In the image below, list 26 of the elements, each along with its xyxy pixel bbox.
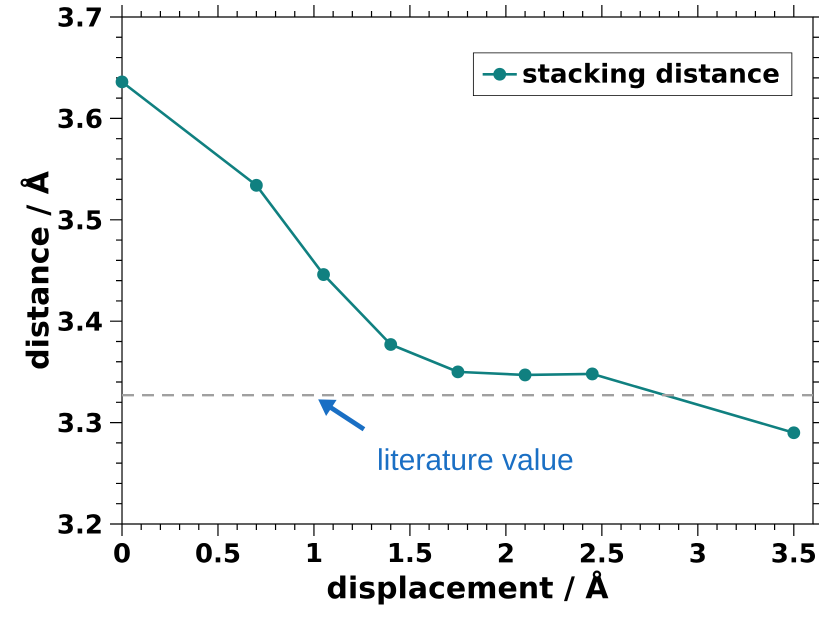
point <box>452 365 464 378</box>
point <box>586 368 599 380</box>
x-tick-label: 0 <box>114 543 130 563</box>
x-tick-label: 2 <box>498 543 513 562</box>
legend-label: stacking distance <box>523 62 779 88</box>
point <box>384 338 398 351</box>
point <box>787 426 800 440</box>
x-tick-label: 0.5 <box>196 543 240 563</box>
point <box>116 76 128 88</box>
point <box>317 268 330 281</box>
y-tick-label: 3.7 <box>58 7 101 27</box>
y-tick-label: 3.6 <box>58 108 102 128</box>
y-tick-label: 3.5 <box>58 210 102 230</box>
x-tick-label: 1 <box>308 543 322 562</box>
x-tick-label: 3 <box>690 543 705 563</box>
x-tick-label: 3.5 <box>772 543 816 563</box>
point <box>518 368 532 382</box>
y-tick-label: 3.2 <box>58 514 101 534</box>
x-tick-label: 1.5 <box>390 543 432 562</box>
y-tick-label: 3.3 <box>58 412 101 432</box>
y-axis-title: distance / Å <box>20 171 52 369</box>
annotation: literature value <box>379 448 572 470</box>
x-axis-title: displacement / Å <box>328 570 608 605</box>
x-tick-label: 2.5 <box>580 543 624 563</box>
point <box>250 178 263 192</box>
y-tick-label: 3.4 <box>58 311 102 332</box>
